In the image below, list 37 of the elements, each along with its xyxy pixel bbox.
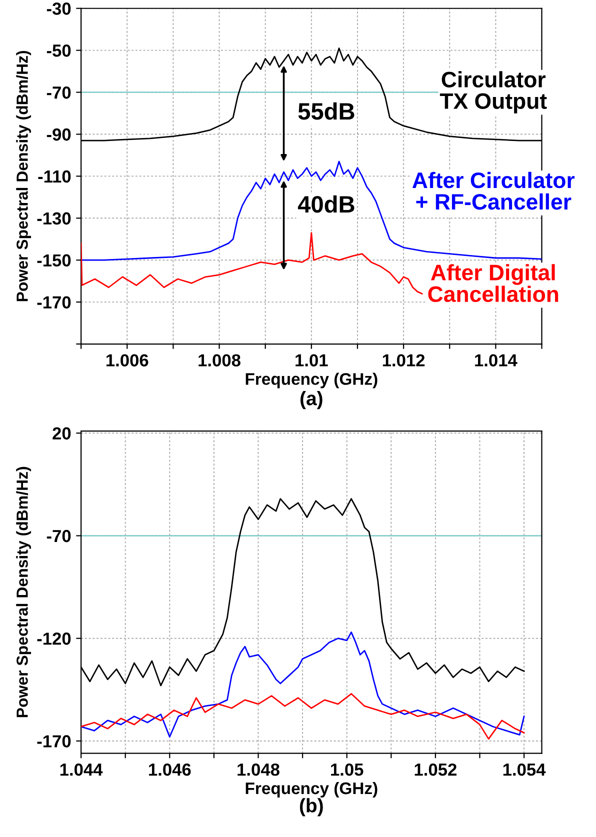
x-tick-label: 1.048 bbox=[238, 763, 280, 776]
y-tick-label: -110 bbox=[38, 170, 71, 183]
x-tick-label: 1.052 bbox=[414, 763, 456, 776]
line-series bbox=[81, 632, 525, 738]
text: (b) bbox=[300, 798, 323, 816]
y-tick-label: -150 bbox=[37, 254, 71, 267]
y-tick-label: -90 bbox=[46, 128, 71, 141]
y-tick-label: -170 bbox=[37, 296, 71, 309]
x-tick-label: 1.054 bbox=[503, 763, 546, 776]
x-tick-label: 1.01 bbox=[296, 354, 328, 366]
series-label: Circulator TX Output bbox=[440, 71, 547, 114]
y-axis-title: Power Spectral Density (dBm/Hz) bbox=[16, 50, 32, 302]
x-axis-title: Frequency (GHz) bbox=[246, 372, 378, 388]
x-tick-label: 1.006 bbox=[106, 354, 148, 366]
x-tick-label: 1.012 bbox=[382, 354, 425, 366]
text: (a) bbox=[300, 391, 322, 410]
x-axis-title: Frequency (GHz) bbox=[246, 782, 378, 798]
line-series bbox=[81, 693, 525, 740]
y-tick-label: -170 bbox=[37, 735, 71, 748]
y-tick-label: -30 bbox=[46, 2, 71, 15]
y-tick-label: -130 bbox=[37, 212, 71, 225]
line-series bbox=[81, 232, 423, 294]
y-axis-title: Power Spectral Density (dBm/Hz) bbox=[16, 466, 32, 718]
y-tick-label: 20 bbox=[52, 427, 71, 440]
x-tick-label: 1.05 bbox=[331, 763, 364, 776]
y-tick-label: -70 bbox=[46, 86, 71, 99]
x-tick-label: 1.046 bbox=[149, 763, 191, 776]
x-tick-label: 1.014 bbox=[475, 354, 518, 366]
y-tick-label: -70 bbox=[46, 530, 71, 542]
x-tick-label: 1.008 bbox=[198, 354, 240, 366]
annotation: 55dB bbox=[298, 102, 354, 120]
series-label: After Circulator + RF-Canceller bbox=[412, 172, 575, 210]
annotation: 40dB bbox=[298, 195, 354, 213]
x-tick-label: 1.044 bbox=[60, 763, 103, 776]
series-label: After Digital Cancellation bbox=[428, 264, 558, 302]
y-tick-label: -120 bbox=[37, 632, 71, 645]
y-tick-label: -50 bbox=[46, 44, 71, 57]
